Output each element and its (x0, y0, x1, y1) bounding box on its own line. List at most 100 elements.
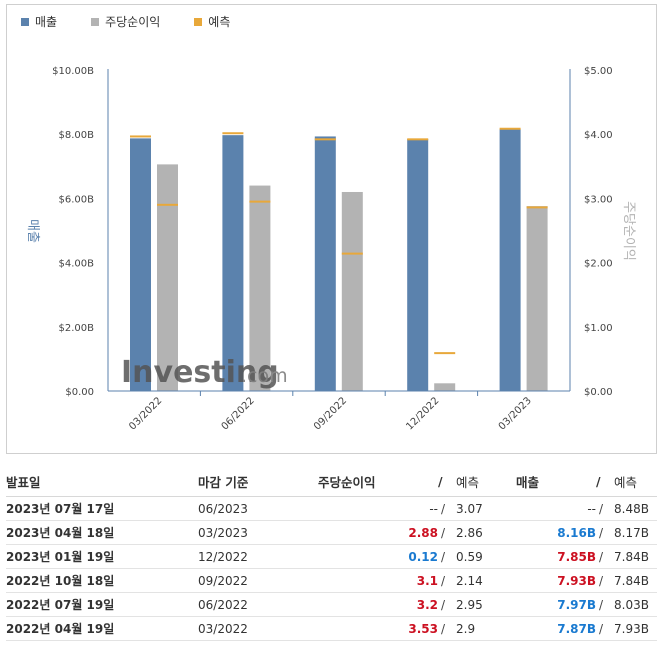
header-period[interactable]: 마감 기준 (198, 472, 318, 497)
eps-bar[interactable] (249, 185, 271, 391)
earnings-chart-panel: 매출 주당순이익 예측 $0.00 $2.00B $4.00B $6.00B $8.00… (6, 4, 657, 454)
cell-revenue: 7.85B (516, 544, 596, 569)
eps-bar[interactable] (434, 383, 456, 391)
cell-eps: 0.12 (318, 544, 438, 569)
legend-swatch-revenue (21, 17, 29, 26)
header-date[interactable]: 발표일 (6, 472, 198, 497)
cell-period: 03/2022 (198, 616, 318, 641)
revenue-bar[interactable] (407, 139, 429, 391)
cell-slash: / (596, 544, 606, 569)
eps-bar[interactable] (341, 191, 363, 391)
eps-forecast-marker (526, 206, 548, 209)
bar-layer (130, 127, 548, 391)
cell-slash: / (596, 520, 606, 545)
revenue-bar[interactable] (130, 138, 151, 391)
table-row: 2022년 04월 19일 03/2022 3.53/2.9 7.87B/7.93B (6, 616, 657, 641)
cell-date: 2023년 01월 19일 (6, 544, 198, 569)
cell-period: 03/2023 (198, 520, 318, 545)
x-tick-label: 12/2022 (404, 395, 441, 432)
revenue-bar[interactable] (314, 136, 336, 391)
left-tick-label: $8.00B (59, 130, 95, 141)
legend-swatch-eps (91, 17, 100, 26)
cell-date: 2022년 07월 19일 (6, 592, 198, 617)
header-revenue[interactable]: 매출 (516, 472, 596, 497)
cell-slash: / (596, 592, 606, 617)
cell-eps: 3.2 (318, 592, 438, 617)
cell-period: 12/2022 (198, 544, 318, 569)
x-tick-label: 03/2023 (497, 395, 534, 432)
cell-period: 06/2022 (198, 592, 318, 617)
cell-eps: 3.53 (318, 616, 438, 641)
cell-revenue: 7.97B (516, 592, 596, 617)
cell-revenue-forecast: 7.93B (606, 616, 657, 641)
cell-date: 2023년 04월 18일 (6, 520, 198, 545)
right-tick-label: $3.00 (584, 194, 613, 205)
cell-eps-forecast: 2.86 (448, 520, 516, 545)
cell-revenue-forecast: 7.84B (606, 544, 657, 569)
header-slash: / (438, 472, 448, 497)
cell-period: 06/2023 (198, 496, 318, 521)
cell-revenue: 7.93B (516, 568, 596, 593)
x-tick-label: 03/2022 (127, 395, 164, 432)
cell-slash: / (438, 616, 448, 641)
eps-forecast-marker (157, 203, 178, 206)
legend-item-forecast: 예측 (194, 13, 230, 30)
cell-slash: / (438, 592, 448, 617)
cell-revenue-forecast: 8.03B (606, 592, 657, 617)
revenue-forecast-marker (407, 138, 429, 141)
right-tick-label: $0.00 (584, 387, 613, 398)
header-eps[interactable]: 주당순이익 (318, 472, 438, 497)
cell-eps-forecast: 3.07 (448, 496, 516, 521)
right-axis-label: 주당순이익 (621, 201, 636, 261)
cell-eps-forecast: 2.9 (448, 616, 516, 641)
cell-slash: / (438, 544, 448, 569)
right-tick-label: $1.00 (584, 323, 613, 334)
cell-revenue-forecast: 7.84B (606, 568, 657, 593)
cell-slash: / (438, 520, 448, 545)
revenue-forecast-marker (222, 132, 244, 135)
header-revenue-forecast[interactable]: 예측 (606, 472, 657, 497)
table-row: 2023년 01월 19일 12/2022 0.12/0.59 7.85B/7.84B (6, 544, 657, 569)
eps-bar[interactable] (157, 164, 178, 391)
revenue-forecast-marker (314, 138, 336, 141)
legend-item-revenue: 매출 (21, 13, 57, 30)
cell-date: 2022년 04월 19일 (6, 616, 198, 641)
cell-revenue-forecast: 8.48B (606, 496, 657, 521)
cell-eps-forecast: 0.59 (448, 544, 516, 569)
cell-date: 2022년 10월 18일 (6, 568, 198, 593)
eps-forecast-marker (434, 352, 456, 355)
cell-eps: 2.88 (318, 520, 438, 545)
revenue-forecast-marker (499, 127, 521, 130)
revenue-bar[interactable] (222, 135, 244, 391)
x-axis-ticks: 03/2022 06/2022 09/2022 12/2022 03/2023 (127, 391, 534, 432)
legend-label-revenue: 매출 (35, 15, 58, 29)
legend-swatch-forecast (194, 17, 203, 26)
cell-revenue: -- (516, 496, 596, 521)
cell-eps-forecast: 2.14 (448, 568, 516, 593)
cell-revenue-forecast: 8.17B (606, 520, 657, 545)
legend-label-eps: 주당순이익 (105, 15, 161, 29)
header-slash-2: / (596, 472, 606, 497)
left-tick-label: $4.00B (59, 259, 95, 270)
cell-slash: / (596, 616, 606, 641)
watermark-suffix: .com (241, 365, 288, 387)
cell-slash: / (438, 568, 448, 593)
cell-slash: / (596, 496, 606, 521)
x-tick-label: 09/2022 (312, 395, 349, 432)
watermark-brand: Investing (121, 355, 279, 390)
table-row: 2022년 10월 18일 09/2022 3.1/2.14 7.93B/7.84B (6, 568, 657, 593)
cell-period: 09/2022 (198, 568, 318, 593)
legend-item-eps: 주당순이익 (91, 13, 160, 30)
cell-eps: -- (318, 496, 438, 521)
left-axis-ticks: $0.00 $2.00B $4.00B $6.00B $8.00B $10.00B (52, 66, 94, 398)
earnings-table: 발표일 마감 기준 주당순이익 / 예측 매출 / 예측 2023년 07월 1… (6, 472, 657, 641)
revenue-bar[interactable] (499, 129, 521, 391)
header-eps-forecast[interactable]: 예측 (448, 472, 516, 497)
x-tick-label: 06/2022 (220, 395, 257, 432)
cell-revenue: 8.16B (516, 520, 596, 545)
cell-eps: 3.1 (318, 568, 438, 593)
eps-forecast-marker (341, 252, 363, 255)
cell-slash: / (438, 496, 448, 521)
eps-bar[interactable] (526, 206, 548, 391)
right-axis-ticks: $0.00 $1.00 $2.00 $3.00 $4.00 $5.00 (584, 66, 613, 398)
